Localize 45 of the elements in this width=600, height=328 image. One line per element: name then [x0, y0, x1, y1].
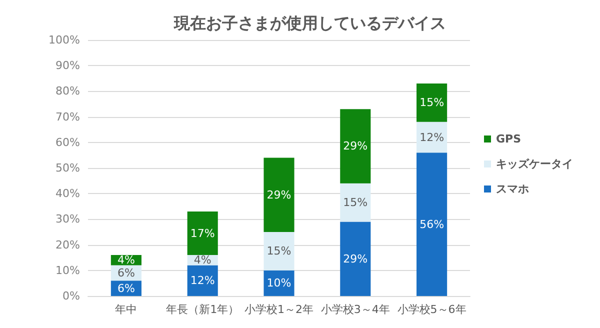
y-tick-label: 0% — [62, 290, 80, 302]
data-label: 29% — [343, 252, 368, 266]
data-label: 29% — [343, 140, 368, 153]
legend-label: キッズケータイ — [496, 158, 573, 170]
x-tick-label: 小学校1～2年 — [244, 303, 314, 316]
legend-label: GPS — [496, 132, 522, 146]
bar — [187, 265, 218, 296]
bar — [264, 232, 294, 270]
bar — [416, 84, 448, 122]
x-tick-label: 小学校5～6年 — [397, 303, 466, 316]
data-label: 6% — [117, 282, 135, 295]
y-tick-label: 10% — [56, 264, 80, 277]
chart-title: 現在お子さまが使用しているデバイス — [173, 14, 446, 32]
y-tick-label: 90% — [56, 59, 80, 72]
x-tick-label: 小学校3～4年 — [320, 303, 390, 316]
data-label: 6% — [117, 266, 135, 280]
x-tick-label: 年長（新1年） — [166, 303, 240, 316]
y-tick-label: 40% — [56, 187, 80, 200]
bar — [340, 109, 371, 184]
bar — [340, 183, 371, 222]
data-label: 4% — [194, 254, 212, 267]
y-tick-label: 20% — [56, 238, 80, 252]
bar — [416, 152, 448, 296]
data-label: 12% — [420, 130, 444, 144]
legend-label: スマホ — [496, 182, 529, 196]
bar — [416, 122, 448, 153]
y-tick-label: 50% — [56, 162, 80, 174]
data-label: 29% — [266, 188, 292, 202]
data-label: 15% — [343, 196, 368, 210]
bar — [187, 212, 218, 256]
data-label: 15% — [420, 96, 444, 110]
data-label: 56% — [420, 218, 444, 231]
bar — [340, 222, 371, 296]
bar — [264, 158, 294, 232]
y-tick-label: 100% — [48, 34, 80, 46]
y-tick-label: 30% — [56, 212, 80, 226]
y-tick-label: 60% — [56, 136, 80, 149]
y-tick-label: 70% — [56, 110, 80, 124]
data-label: 10% — [266, 276, 292, 290]
data-label: 12% — [190, 274, 215, 288]
data-label: 4% — [117, 254, 135, 267]
y-tick-label: 80% — [56, 84, 80, 98]
data-label: 15% — [266, 244, 292, 258]
x-tick-label: 年中 — [115, 303, 138, 316]
data-label: 17% — [190, 226, 215, 240]
